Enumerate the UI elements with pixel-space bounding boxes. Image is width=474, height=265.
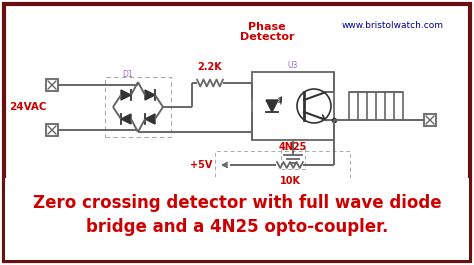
Polygon shape	[266, 100, 278, 112]
Polygon shape	[145, 90, 155, 100]
Bar	[5, 178, 469, 260]
Bar	[281, 149, 305, 169]
Text: 2.2K: 2.2K	[198, 62, 222, 72]
Text: 24VAC: 24VAC	[9, 102, 47, 112]
Text: +5V: +5V	[190, 160, 212, 170]
Text: U3: U3	[288, 61, 298, 70]
Text: 10K: 10K	[280, 176, 301, 186]
Bar	[105, 77, 171, 137]
Text: 4N25: 4N25	[279, 142, 307, 152]
Bar	[424, 114, 436, 126]
Bar	[46, 124, 58, 136]
Polygon shape	[145, 114, 155, 124]
Text: Detector: Detector	[240, 32, 294, 42]
Polygon shape	[121, 90, 131, 100]
Text: www.bristolwatch.com: www.bristolwatch.com	[342, 20, 444, 29]
Bar	[215, 151, 350, 179]
Text: bridge and a 4N25 opto-coupler.: bridge and a 4N25 opto-coupler.	[86, 218, 388, 236]
Bar	[252, 72, 334, 140]
Bar	[46, 79, 58, 91]
Text: Phase: Phase	[248, 22, 286, 32]
Text: D1: D1	[123, 70, 133, 79]
Text: Zero crossing detector with full wave diode: Zero crossing detector with full wave di…	[33, 194, 441, 212]
Polygon shape	[121, 114, 131, 124]
